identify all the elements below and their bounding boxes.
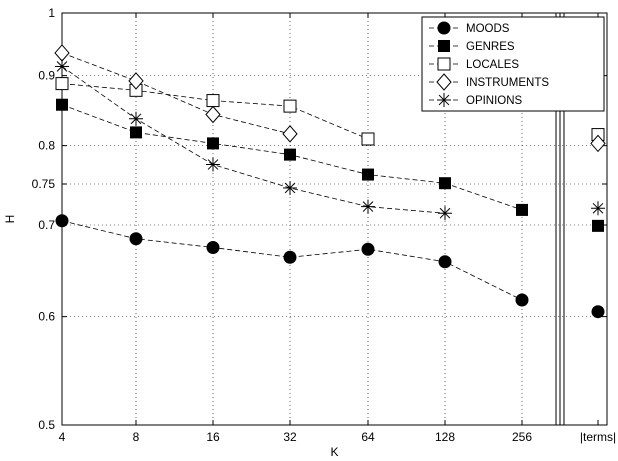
legend-label: GENRES	[466, 41, 515, 53]
data-point-opinions	[55, 59, 69, 74]
series-locales	[55, 77, 605, 146]
series-line-instruments	[61, 52, 291, 135]
legend-item-genres: GENRES	[429, 40, 515, 53]
data-point-opinions	[361, 199, 375, 214]
x-tick-label: 64	[361, 430, 375, 444]
y-tick-label: 0.75	[32, 177, 56, 191]
y-axis-label: H	[3, 215, 17, 224]
legend-label: OPINIONS	[466, 95, 523, 107]
data-point-moods	[55, 214, 69, 228]
data-point-locales	[55, 77, 69, 91]
data-point-moods	[206, 241, 220, 255]
data-point-instruments	[205, 105, 221, 124]
data-point-moods	[283, 250, 297, 264]
terms-point-instruments	[590, 134, 606, 153]
data-point-locales	[361, 132, 375, 146]
data-point-instruments	[282, 125, 298, 143]
terms-point-moods	[591, 305, 605, 319]
data-point-opinions	[129, 111, 143, 126]
data-point-moods	[129, 232, 143, 246]
data-point-genres	[284, 148, 296, 161]
terms-point-opinions	[591, 201, 605, 216]
data-point-moods	[515, 293, 529, 307]
legend: MOODS GENRES LOCALES INSTRUMENTS OPINIONS	[421, 16, 605, 112]
x-tick-label: 8	[133, 430, 140, 444]
y-tick-label: 0.6	[38, 310, 55, 324]
series-moods	[55, 214, 605, 319]
series-instruments	[54, 44, 606, 153]
legend-marker-moods	[437, 21, 451, 35]
data-point-moods	[361, 242, 375, 256]
terms-point-genres	[592, 219, 604, 232]
x-axis-label: K	[330, 445, 338, 459]
y-tick-label: 0.7	[38, 218, 55, 232]
data-point-genres	[56, 98, 68, 111]
data-point-genres	[130, 126, 142, 139]
x-tick-label: |terms|	[580, 430, 616, 444]
data-point-opinions	[283, 180, 297, 195]
legend-label: MOODS	[466, 23, 510, 35]
legend-box	[421, 16, 605, 112]
data-point-opinions	[206, 157, 220, 172]
y-tick-label: 0.5	[38, 418, 55, 432]
legend-item-opinions: OPINIONS	[429, 93, 523, 107]
x-tick-label: 16	[206, 430, 220, 444]
data-point-genres	[207, 137, 219, 150]
data-point-genres	[362, 168, 374, 181]
data-point-genres	[439, 177, 451, 190]
series-line-opinions	[61, 66, 446, 214]
data-point-instruments	[128, 72, 144, 90]
series-genres	[56, 98, 604, 232]
x-tick-label: 32	[283, 430, 297, 444]
x-tick-label: 256	[512, 430, 532, 444]
y-tick-label: 0.9	[38, 69, 55, 83]
y-tick-label: 0.8	[38, 139, 55, 153]
y-tick-label: 1	[48, 6, 55, 20]
legend-item-moods: MOODS	[429, 21, 510, 35]
legend-marker-instruments	[436, 73, 452, 91]
x-tick-label: 128	[435, 430, 455, 444]
legend-label: LOCALES	[466, 59, 519, 71]
legend-item-locales: LOCALES	[429, 57, 519, 71]
legend-marker-genres	[438, 40, 450, 52]
legend-label: INSTRUMENTS	[466, 77, 549, 89]
series-line-locales	[61, 83, 369, 140]
legend-marker-opinions	[437, 93, 451, 107]
series-opinions	[55, 59, 605, 221]
data-point-moods	[438, 255, 452, 269]
data-point-genres	[516, 203, 528, 216]
data-point-opinions	[438, 206, 452, 221]
legend-item-instruments: INSTRUMENTS	[429, 73, 549, 91]
x-tick-label: 4	[59, 430, 66, 444]
data-point-instruments	[54, 44, 70, 62]
legend-marker-locales	[437, 57, 451, 71]
series-layer	[54, 44, 606, 319]
axis-ticks: 4 8 16 32 64 128 256 |terms| 0.5 0.6 0.7 0.75 0.8 0.9…	[32, 6, 616, 444]
data-point-locales	[283, 99, 297, 113]
data-point-locales	[206, 94, 220, 108]
